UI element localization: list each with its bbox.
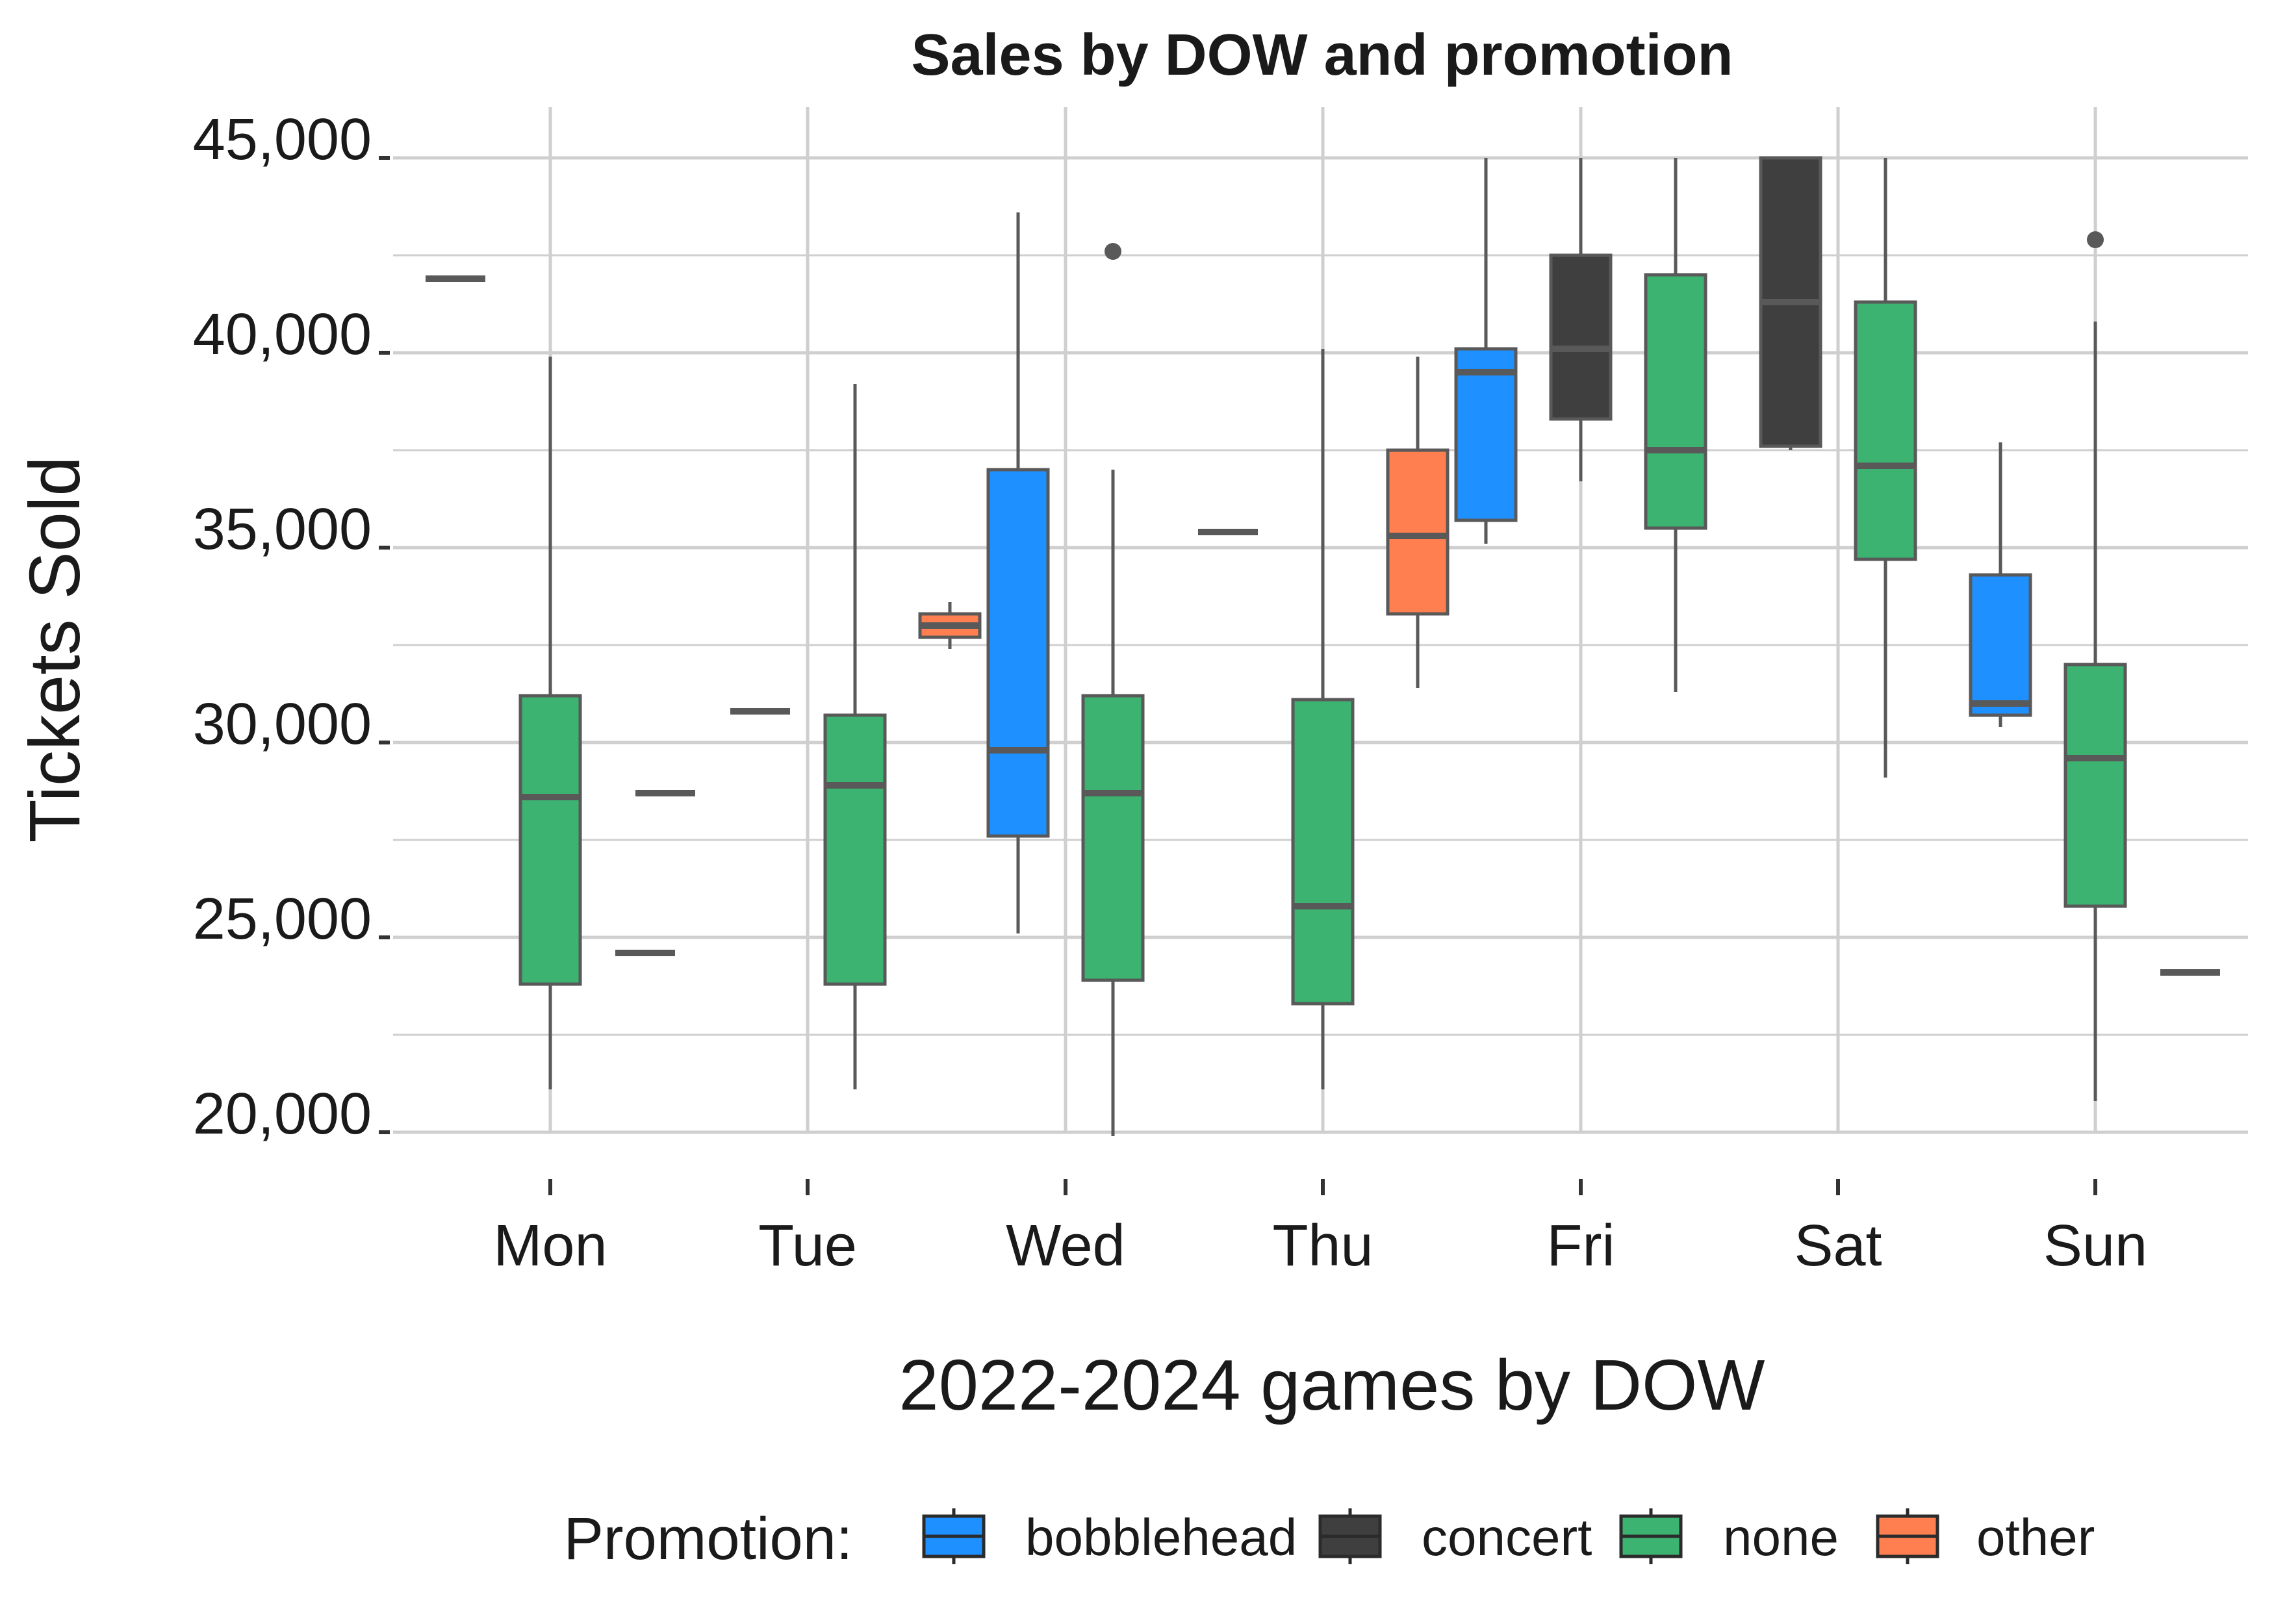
box-thu-other bbox=[1386, 357, 1450, 688]
x-tick-label: Sun bbox=[2043, 1213, 2147, 1278]
box-mon-none bbox=[518, 357, 582, 1089]
chart-title: Sales by DOW and promotion bbox=[911, 23, 1733, 88]
y-tick-label: 20,000 bbox=[193, 1082, 372, 1147]
box-sun-bobblehead bbox=[1969, 442, 2032, 727]
legend-key-other: other bbox=[1876, 1508, 2095, 1566]
box-body bbox=[1854, 300, 1917, 561]
box-body bbox=[1081, 694, 1145, 982]
box-body bbox=[823, 713, 887, 986]
box-body bbox=[518, 694, 582, 986]
box-tue-other bbox=[918, 602, 982, 649]
box-fri-concert bbox=[1549, 158, 1613, 481]
box-thu-none bbox=[1291, 349, 1355, 1089]
legend: Promotion: bobblehead concert none other bbox=[564, 1506, 2095, 1572]
box-body bbox=[1454, 347, 1518, 522]
box-body bbox=[1549, 253, 1613, 421]
box-body bbox=[1386, 448, 1450, 616]
box-wed-bobblehead bbox=[986, 212, 1050, 933]
y-tick-label: 30,000 bbox=[193, 692, 372, 757]
legend-key-bobblehead: bobblehead bbox=[922, 1508, 1297, 1566]
outlier-point bbox=[2087, 231, 2104, 248]
x-tick-label: Sat bbox=[1794, 1213, 1882, 1278]
box-sat-concert bbox=[1759, 156, 1822, 450]
legend-title: Promotion: bbox=[564, 1506, 853, 1572]
x-axis-title: 2022-2024 games by DOW bbox=[899, 1345, 1765, 1425]
legend-label: bobblehead bbox=[1025, 1508, 1297, 1566]
outlier-point bbox=[1105, 243, 1121, 260]
x-tick-label: Tue bbox=[758, 1213, 857, 1278]
legend-key-none: none bbox=[1619, 1508, 1839, 1566]
box-tue-none bbox=[823, 384, 887, 1089]
box-sun-none bbox=[2063, 231, 2127, 1101]
x-tick-label: Mon bbox=[493, 1213, 607, 1278]
x-tick-label: Thu bbox=[1272, 1213, 1373, 1278]
box-body bbox=[986, 468, 1050, 838]
box-sat-none bbox=[1854, 158, 1917, 778]
y-axis-title: Tickets Sold bbox=[15, 456, 95, 843]
legend-label: other bbox=[1976, 1508, 2095, 1566]
legend-label: none bbox=[1723, 1508, 1839, 1566]
box-fri-none bbox=[1644, 158, 1707, 692]
x-tick-label: Fri bbox=[1547, 1213, 1615, 1278]
y-tick-label: 35,000 bbox=[193, 497, 372, 562]
y-tick-label: 40,000 bbox=[193, 302, 372, 367]
box-wed-none bbox=[1081, 243, 1145, 1136]
box-body bbox=[1644, 273, 1707, 530]
box-fri-bobblehead bbox=[1454, 158, 1518, 544]
x-tick-label: Wed bbox=[1006, 1213, 1125, 1278]
box-body bbox=[1969, 573, 2032, 717]
box-body bbox=[1291, 698, 1355, 1006]
boxplot-series bbox=[426, 156, 2220, 1136]
y-tick-label: 45,000 bbox=[193, 107, 372, 172]
x-axis-ticks: Mon Tue Wed Thu Fri Sat Sun bbox=[493, 1179, 2147, 1278]
legend-label: concert bbox=[1422, 1508, 1592, 1566]
y-tick-label: 25,000 bbox=[193, 887, 372, 952]
legend-key-concert: concert bbox=[1318, 1508, 1592, 1566]
box-body bbox=[2063, 663, 2127, 908]
y-axis-ticks: 20,000 25,000 30,000 35,000 40,000 45,000 bbox=[193, 107, 390, 1147]
